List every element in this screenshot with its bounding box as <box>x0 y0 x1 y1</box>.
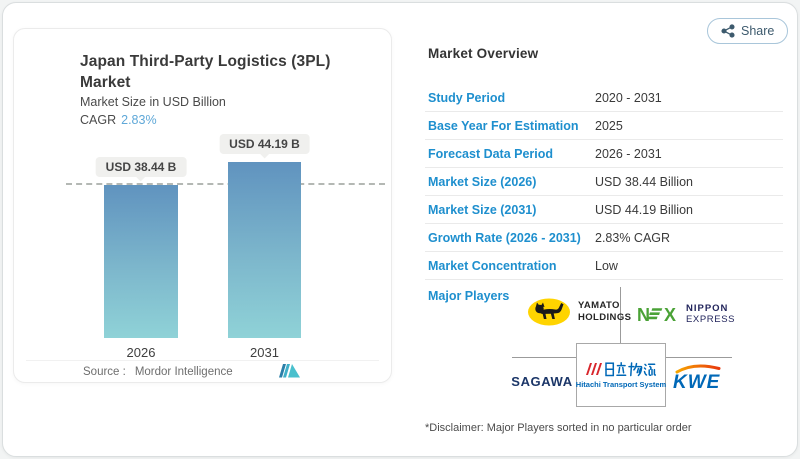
table-row: Market Size (2031) USD 44.19 Billion <box>425 196 783 224</box>
nippon-express-line2: EXPRESS <box>686 314 736 325</box>
chart-subtitle: Market Size in USD Billion <box>80 95 226 109</box>
player-nippon-express: N X NIPPON EXPRESS <box>637 303 735 325</box>
nippon-express-line1: NIPPON <box>686 303 729 314</box>
player-yamato-holdings: YAMATO HOLDINGS <box>527 297 631 327</box>
row-label: Market Concentration <box>428 258 557 273</box>
svg-text:X: X <box>664 305 676 325</box>
bar <box>104 185 178 338</box>
player-hitachi-transport-system: Hitachi Transport System <box>576 343 666 407</box>
table-row: Growth Rate (2026 - 2031) 2.83% CAGR <box>425 224 783 252</box>
row-label: Market Size (2026) <box>428 174 537 189</box>
row-value: 2025 <box>595 118 623 133</box>
bar-value-label: USD 38.44 B <box>95 157 187 177</box>
hitachi-caption: Hitachi Transport System <box>575 380 667 389</box>
source-value: Mordor Intelligence <box>134 366 233 378</box>
row-label: Base Year For Estimation <box>428 118 579 133</box>
bar-value-label: USD 44.19 B <box>219 134 310 154</box>
svg-text:N: N <box>637 305 650 325</box>
bar <box>228 162 301 338</box>
source-divider <box>26 360 379 361</box>
row-label: Forecast Data Period <box>428 146 554 161</box>
share-icon <box>721 24 735 38</box>
row-label: Study Period <box>428 90 506 105</box>
kwe-logo-icon: KWE <box>672 360 724 392</box>
market-chart-card: Japan Third-Party Logistics (3PL) Market… <box>13 28 392 383</box>
disclaimer-text: *Disclaimer: Major Players sorted in no … <box>425 422 692 434</box>
table-row: Base Year For Estimation 2025 <box>425 112 783 140</box>
cagr-value: 2.83% <box>121 113 157 127</box>
sagawa-wordmark: SAGAWA <box>511 374 573 389</box>
source-label: Source : <box>83 366 126 378</box>
players-vertical-divider <box>620 287 621 343</box>
player-kwe: KWE <box>672 360 724 392</box>
table-row: Market Size (2026) USD 38.44 Billion <box>425 168 783 196</box>
row-value: USD 38.44 Billion <box>595 174 693 189</box>
hitachi-kanji-wordmark <box>605 361 656 377</box>
table-row: Market Concentration Low <box>425 252 783 280</box>
nx-logo-icon: N X <box>637 303 681 325</box>
chart-cagr: CAGR 2.83% <box>80 113 157 127</box>
row-label: Market Size (2031) <box>428 202 537 217</box>
chart-title: Japan Third-Party Logistics (3PL) Market <box>80 53 331 91</box>
mordor-intelligence-logo-icon <box>279 363 301 383</box>
player-sagawa: SAGAWA <box>510 374 574 389</box>
x-tick-label: 2031 <box>250 345 279 360</box>
table-row: Forecast Data Period 2026 - 2031 <box>425 140 783 168</box>
row-value: Low <box>595 258 618 273</box>
bar-chart: USD 38.44 B 2026 USD 44.19 B 2031 <box>14 134 393 360</box>
yamato-wordmark-line1: YAMATO <box>578 300 620 311</box>
share-label: Share <box>741 24 775 38</box>
hitachi-stripes-icon <box>586 361 602 377</box>
row-value: USD 44.19 Billion <box>595 202 693 217</box>
x-tick-label: 2026 <box>126 345 156 360</box>
share-button[interactable]: Share <box>707 18 789 44</box>
yamato-cat-icon <box>527 297 571 327</box>
row-value: 2.83% CAGR <box>595 230 671 245</box>
svg-text:KWE: KWE <box>673 372 721 392</box>
market-overview-title: Market Overview <box>428 46 539 61</box>
overview-table: Study Period 2020 - 2031 Base Year For E… <box>425 84 783 280</box>
row-value: 2020 - 2031 <box>595 90 662 105</box>
row-value: 2026 - 2031 <box>595 146 662 161</box>
source-line: Source : Mordor Intelligence <box>83 366 233 378</box>
reference-dashline <box>66 183 385 185</box>
cagr-label: CAGR <box>80 113 117 127</box>
row-label: Growth Rate (2026 - 2031) <box>428 230 581 245</box>
table-row: Study Period 2020 - 2031 <box>425 84 783 112</box>
major-players-label: Major Players <box>428 289 510 303</box>
yamato-wordmark-line2: HOLDINGS <box>578 312 632 323</box>
